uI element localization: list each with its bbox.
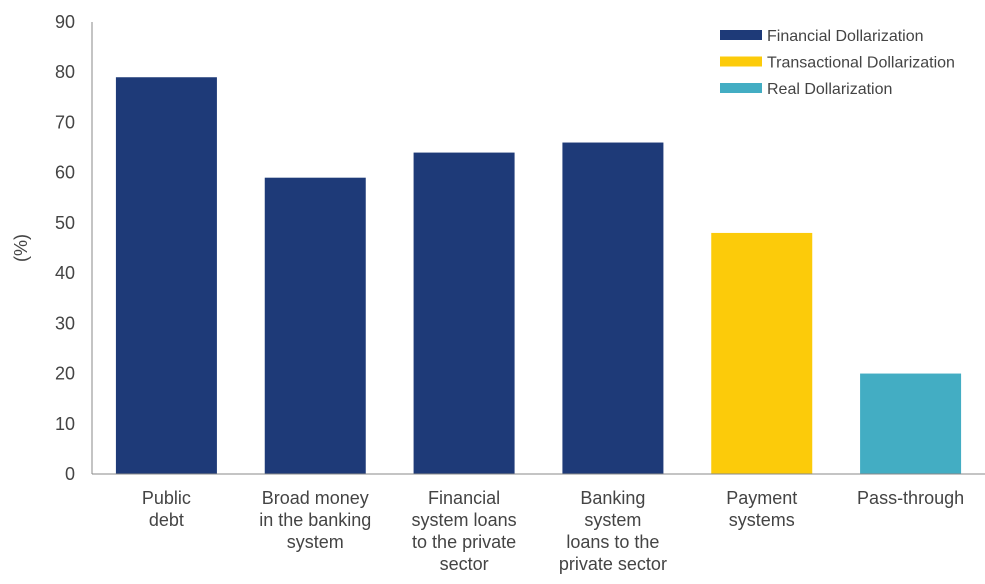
y-tick-label: 60: [55, 163, 75, 183]
legend-swatch: [720, 56, 762, 67]
x-tick-label-line: Pass-through: [857, 488, 964, 508]
x-tick-label-line: sector: [440, 554, 489, 574]
legend-label: Transactional Dollarization: [767, 55, 955, 72]
x-tick-label: Broad money in the banking system: [259, 488, 371, 552]
x-tick-label-line: Banking: [580, 488, 645, 508]
x-tick-label-line: to the private: [412, 532, 516, 552]
y-tick-label: 0: [65, 464, 75, 484]
x-tick-label-line: systems: [729, 510, 795, 530]
bar: [562, 142, 664, 475]
x-tick-label-line: Financial: [428, 488, 500, 508]
x-tick-label-line: Public: [142, 488, 191, 508]
x-tick-label: Financial system loans to the private secto…: [412, 488, 517, 574]
x-tick-label-line: private sector: [559, 554, 667, 574]
x-tick-label: Banking system loans to the private sector: [559, 488, 667, 574]
y-axis-ticks: 0 10 20 30 40 50 60 70 80 90: [55, 12, 75, 484]
bars: [115, 77, 962, 475]
y-tick-label: 10: [55, 414, 75, 434]
x-tick-label: Pass-through: [857, 488, 964, 508]
legend-label: Financial Dollarization: [767, 28, 924, 45]
bar: [115, 77, 217, 474]
x-tick-label-line: system: [287, 532, 344, 552]
x-tick-label-line: in the banking: [259, 510, 371, 530]
x-tick-label-line: loans to the: [566, 532, 659, 552]
y-tick-label: 90: [55, 12, 75, 32]
legend-swatch: [720, 83, 762, 93]
y-axis-title: (%): [11, 234, 31, 262]
y-tick-label: 70: [55, 112, 75, 132]
legend-swatch: [720, 30, 762, 40]
x-tick-label-line: system loans: [412, 510, 517, 530]
x-tick-label-line: Payment: [726, 488, 797, 508]
x-tick-label-line: debt: [149, 510, 184, 530]
bar: [860, 373, 962, 474]
legend: Financial Dollarization Transactional Dol…: [720, 28, 955, 98]
x-tick-label-line: Broad money: [262, 488, 369, 508]
x-tick-label-line: system: [584, 510, 641, 530]
legend-label: Real Dollarization: [767, 81, 892, 98]
y-tick-label: 20: [55, 364, 75, 384]
bar: [413, 152, 515, 475]
x-tick-label: Public debt: [142, 488, 191, 530]
bar: [264, 177, 366, 474]
bar: [711, 232, 813, 474]
y-tick-label: 30: [55, 313, 75, 333]
y-tick-label: 80: [55, 62, 75, 82]
y-tick-label: 40: [55, 263, 75, 283]
x-tick-label: Payment systems: [726, 488, 797, 530]
y-tick-label: 50: [55, 213, 75, 233]
